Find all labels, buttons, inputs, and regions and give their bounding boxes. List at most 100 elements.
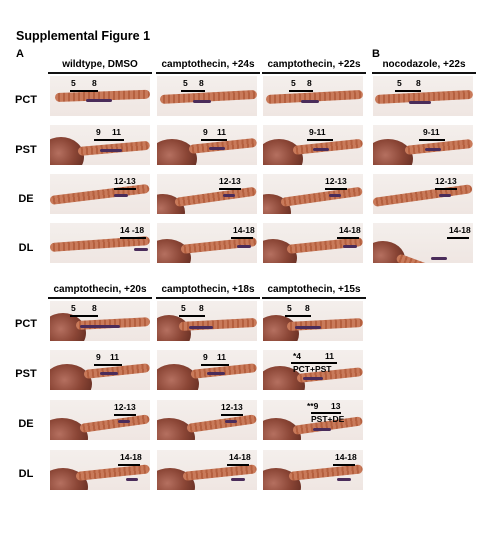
scale-bar <box>419 139 445 141</box>
somite-label: 14-18 <box>120 452 142 462</box>
scale-bar <box>94 364 122 366</box>
row-label-pct: PCT <box>15 94 37 106</box>
somite-label: 8 <box>305 303 310 313</box>
embryo-image-cpt20-dl: 14-18 <box>50 450 150 490</box>
embryo-image-cpt22-pst: 9-11 <box>263 125 363 165</box>
somite-label: 9 <box>203 352 208 362</box>
embryo-image-cpt24-pst: 9 11 <box>157 125 257 165</box>
figure-title: Supplemental Figure 1 <box>16 29 151 43</box>
embryo-image-noc22-pct: 5 8 <box>373 76 473 116</box>
row-label-de: DE <box>18 193 34 205</box>
embryo-image-cpt24-dl: 14-18 <box>157 223 257 263</box>
column-header-rule <box>262 297 366 299</box>
somite-label: 14-18 <box>449 225 471 235</box>
somite-label: 8 <box>307 78 312 88</box>
embryo-image-noc22-de: 12-13 <box>373 174 473 214</box>
column-header-rule <box>48 72 152 74</box>
column-header-camptothecin-24s: camptothecin, +24s <box>161 59 255 70</box>
somite-label: **9 <box>307 401 319 411</box>
embryo-image-cpt22-de: 12-13 <box>263 174 363 214</box>
somite-label: 12-13 <box>435 176 457 186</box>
column-header-camptothecin-22s: camptothecin, +22s <box>267 59 361 70</box>
column-header-rule <box>156 297 260 299</box>
scale-bar <box>311 412 341 414</box>
scale-bar <box>333 464 355 466</box>
embryo-image-cpt24-pct: 5 8 <box>157 76 257 116</box>
somite-label: 9 <box>96 127 101 137</box>
scale-bar <box>219 188 241 190</box>
embryo-image-cpt20-pst: 9 11 <box>50 350 150 390</box>
scale-bar <box>395 90 421 92</box>
scale-bar <box>227 464 249 466</box>
embryo-image-cpt18-pst: 9 11 <box>157 350 257 390</box>
embryo-image-cpt20-pct: 5 8 <box>50 301 150 341</box>
somite-label: 11 <box>217 352 226 362</box>
embryo-image-cpt15-de: **9 13 PST+DE <box>263 400 363 440</box>
somite-label: 13 <box>331 401 341 411</box>
scale-bar <box>118 464 140 466</box>
embryo-image-noc22-pst: 9-11 <box>373 125 473 165</box>
scale-bar <box>447 237 469 239</box>
somite-label: 5 <box>181 303 186 313</box>
column-header-rule <box>48 297 152 299</box>
fusion-note: PCT+PST <box>293 364 332 374</box>
scale-bar <box>337 237 359 239</box>
embryo-image-cpt15-dl: 14-18 <box>263 450 363 490</box>
row-label-de: DE <box>18 418 34 430</box>
somite-label: 5 <box>291 78 296 88</box>
somite-label: 11 <box>110 352 119 362</box>
somite-label: 5 <box>71 78 76 88</box>
somite-label: 12-13 <box>114 402 136 412</box>
somite-label: 8 <box>92 303 97 313</box>
scale-bar <box>120 237 146 239</box>
somite-label: 9-11 <box>423 127 440 137</box>
somite-label: 9-11 <box>309 127 326 137</box>
embryo-image-cpt22-dl: 14-18 <box>263 223 363 263</box>
panel-label-b: B <box>372 48 380 60</box>
somite-label: 14-18 <box>335 452 357 462</box>
somite-label: 14-18 <box>233 225 255 235</box>
scale-bar <box>70 315 98 317</box>
somite-label: 9 <box>203 127 208 137</box>
column-header-wildtype-dmso: wildtype, DMSO <box>62 59 138 70</box>
row-label-pst: PST <box>15 368 37 380</box>
column-header-camptothecin-20s: camptothecin, +20s <box>53 284 147 295</box>
scale-bar <box>179 315 205 317</box>
somite-label: 11 <box>217 127 226 137</box>
somite-label: 5 <box>397 78 402 88</box>
scale-bar <box>201 364 229 366</box>
somite-label: 12-13 <box>325 176 347 186</box>
somite-label: 11 <box>112 127 121 137</box>
column-header-camptothecin-18s: camptothecin, +18s <box>161 284 255 295</box>
scale-bar <box>307 139 333 141</box>
somite-label: 5 <box>71 303 76 313</box>
row-label-dl: DL <box>18 468 34 480</box>
somite-label: 8 <box>92 78 97 88</box>
embryo-image-cpt22-pct: 5 8 <box>263 76 363 116</box>
embryo-image-wt-dl: 14 -18 <box>50 223 150 263</box>
column-header-rule <box>262 72 366 74</box>
somite-label: 8 <box>199 78 204 88</box>
scale-bar <box>114 414 136 416</box>
somite-label: 14-18 <box>229 452 251 462</box>
scale-bar <box>325 188 347 190</box>
row-label-pct: PCT <box>15 318 37 330</box>
row-label-dl: DL <box>18 242 34 254</box>
scale-bar <box>285 315 311 317</box>
embryo-image-noc22-dl: 14-18 <box>373 223 473 263</box>
embryo-image-cpt20-de: 12-13 <box>50 400 150 440</box>
scale-bar <box>70 90 98 92</box>
column-header-nocodazole-22s: nocodazole, +22s <box>382 59 466 70</box>
scale-bar <box>231 237 253 239</box>
scale-bar <box>291 362 337 364</box>
fusion-note: PST+DE <box>311 414 345 424</box>
somite-label: 5 <box>183 78 188 88</box>
panel-label-a: A <box>16 48 24 60</box>
embryo-image-wt-de: 12-13 <box>50 174 150 214</box>
somite-label: 12-13 <box>219 176 241 186</box>
somite-label: *4 <box>293 351 302 361</box>
scale-bar <box>114 188 136 190</box>
somite-label: 5 <box>287 303 292 313</box>
column-header-rule <box>156 72 260 74</box>
embryo-image-cpt18-pct: 5 8 <box>157 301 257 341</box>
